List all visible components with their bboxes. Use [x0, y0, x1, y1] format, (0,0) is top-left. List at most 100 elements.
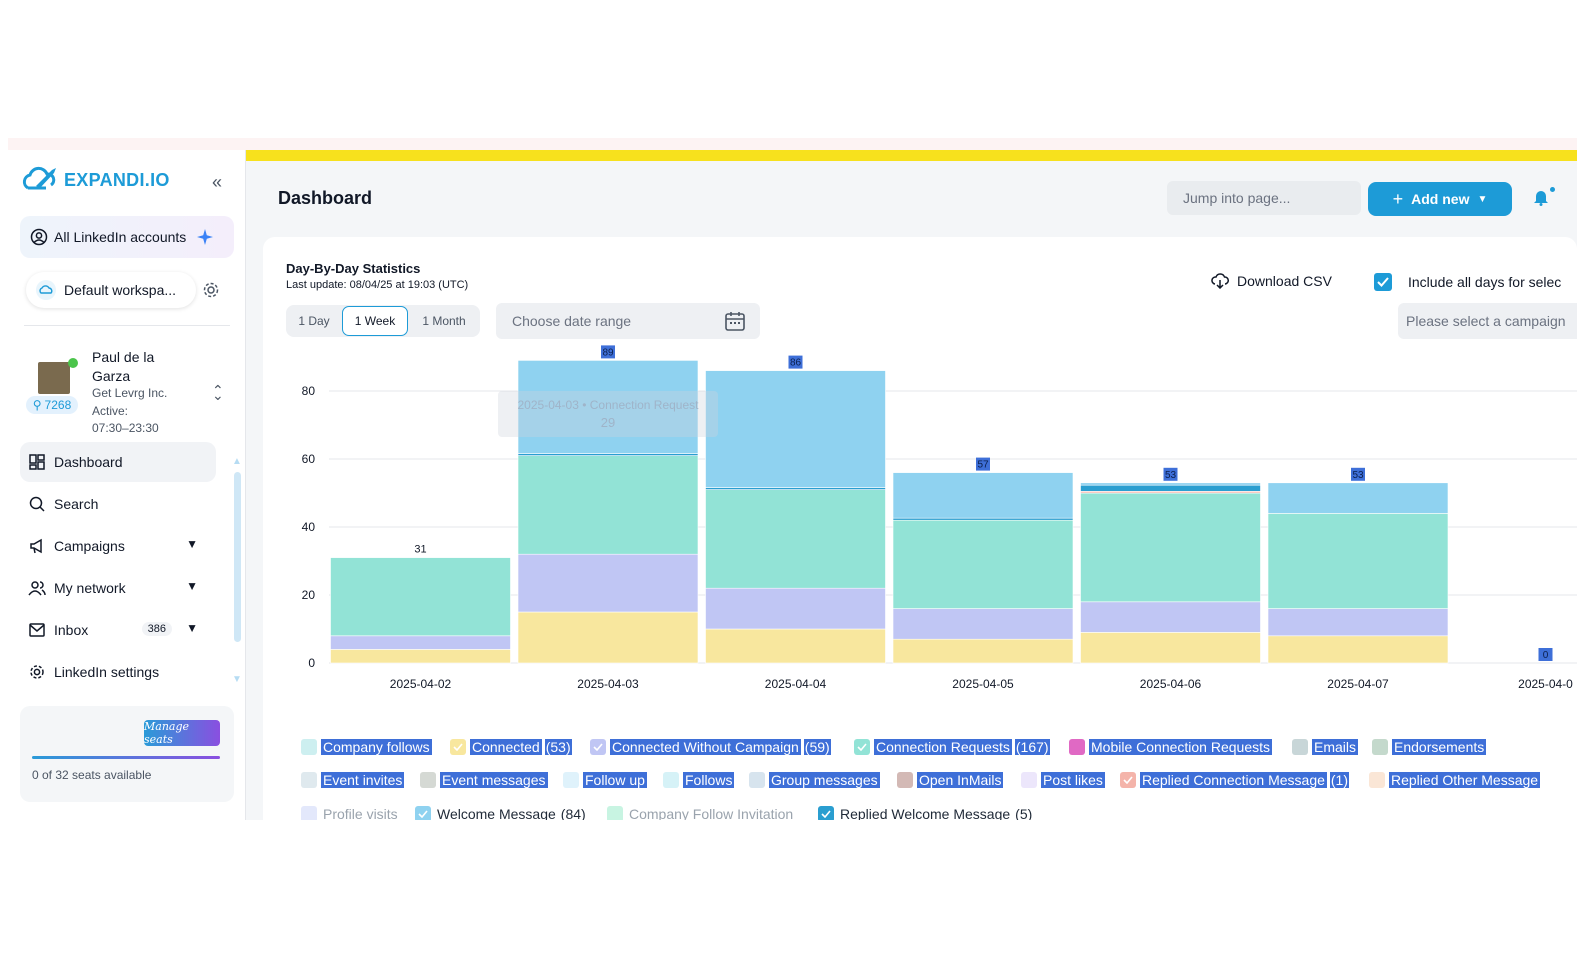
chevron-down-icon[interactable]: ▼: [186, 621, 198, 635]
legend-item[interactable]: Event messages: [420, 770, 548, 790]
chart-tooltip: [498, 391, 718, 437]
legend-item[interactable]: Welcome Message (84): [415, 804, 586, 820]
legend-item[interactable]: Connected (53): [450, 737, 572, 757]
followers-badge: ⚲ 7268: [26, 396, 78, 414]
x-tick-label: 2025-04-0: [1518, 677, 1573, 691]
legend-swatch[interactable]: [1069, 739, 1085, 755]
include-all-days-toggle[interactable]: Include all days for selec: [1374, 273, 1561, 291]
cloud-download-icon: [1211, 273, 1229, 289]
legend-swatch[interactable]: [301, 806, 317, 820]
workspace-settings-icon[interactable]: [202, 281, 220, 304]
legend-swatch[interactable]: [301, 739, 317, 755]
profile-name: Paul de la Garza: [92, 349, 155, 384]
checkbox-checked-icon[interactable]: [415, 806, 431, 820]
x-tick-label: 2025-04-06: [1140, 677, 1202, 691]
bar-segment: [705, 487, 886, 490]
bar-total-highlight: [788, 355, 803, 369]
nav-my-network[interactable]: My network ▼: [20, 568, 216, 608]
legend-item[interactable]: Company follows: [301, 737, 432, 757]
bar-segment: [892, 608, 1074, 640]
sidebar-scrollbar[interactable]: ▲ ▼: [232, 456, 242, 688]
bar-segment: [705, 628, 886, 664]
legend-item[interactable]: Replied Connection Message (1): [1120, 770, 1350, 790]
legend-item[interactable]: Replied Other Message: [1369, 770, 1541, 790]
date-range-picker[interactable]: Choose date range: [496, 303, 760, 339]
bar-total-label: 57: [977, 460, 989, 471]
legend-label: Event invites: [321, 772, 405, 788]
chevron-down-icon[interactable]: ▼: [186, 537, 198, 551]
legend-item[interactable]: Company Follow Invitation: [607, 804, 795, 820]
legend-item[interactable]: Group messages: [749, 770, 880, 790]
legend-count: (5): [1015, 806, 1033, 820]
calendar-icon[interactable]: [724, 310, 746, 335]
checkbox-checked-icon[interactable]: [1374, 273, 1392, 291]
legend-item[interactable]: Follows: [663, 770, 735, 790]
legend-swatch[interactable]: [1021, 772, 1037, 788]
include-all-days-label: Include all days for selec: [1408, 274, 1562, 290]
bell-icon[interactable]: [1533, 188, 1549, 211]
tab-1-week[interactable]: 1 Week: [342, 306, 408, 336]
tab-1-month[interactable]: 1 Month: [422, 314, 466, 328]
mail-icon: [20, 623, 54, 637]
scrollbar-thumb[interactable]: [234, 472, 241, 642]
all-accounts-button[interactable]: All LinkedIn accounts: [20, 216, 234, 258]
checkbox-checked-icon[interactable]: [1120, 772, 1136, 788]
bar-total-label: 53: [1352, 470, 1364, 481]
switch-account-chevron-icon[interactable]: ⌃ ⌄: [212, 382, 224, 403]
legend-swatch[interactable]: [563, 772, 579, 788]
bar-segment: [517, 553, 699, 613]
legend-swatch[interactable]: [607, 806, 623, 820]
legend-item[interactable]: Endorsements: [1372, 737, 1487, 757]
checkbox-checked-icon[interactable]: [590, 739, 606, 755]
legend-item[interactable]: Connection Requests (167): [854, 737, 1050, 757]
legend-swatch[interactable]: [749, 772, 765, 788]
nav-label: My network: [54, 580, 126, 596]
legend-swatch[interactable]: [301, 772, 317, 788]
legend-swatch[interactable]: [1292, 739, 1308, 755]
legend-swatch[interactable]: [420, 772, 436, 788]
legend-item[interactable]: Post likes: [1021, 770, 1105, 790]
checkbox-checked-icon[interactable]: [450, 739, 466, 755]
add-new-button[interactable]: + Add new ▼: [1368, 182, 1512, 216]
bar-segment: [705, 587, 886, 630]
legend-item[interactable]: Mobile Connection Requests: [1069, 737, 1272, 757]
nav-dashboard[interactable]: Dashboard: [20, 442, 216, 482]
nav-linkedin-settings[interactable]: LinkedIn settings: [20, 652, 216, 692]
legend-item[interactable]: Event invites: [301, 770, 405, 790]
legend-item[interactable]: Emails: [1292, 737, 1359, 757]
manage-seats-button[interactable]: Manage seats: [144, 720, 220, 746]
logo[interactable]: EXPANDI.IO: [22, 166, 170, 194]
campaign-select[interactable]: Please select a campaign: [1398, 303, 1577, 339]
sidebar-border: [245, 150, 246, 820]
profile-card[interactable]: ⚲ 7268 Paul de la Garza Get Levrg Inc. A…: [24, 348, 234, 438]
chevron-down-icon[interactable]: ▼: [186, 579, 198, 593]
legend-item[interactable]: Profile visits: [301, 804, 400, 820]
legend-swatch[interactable]: [663, 772, 679, 788]
scroll-up-icon[interactable]: ▲: [232, 456, 242, 467]
bar-segment: [1267, 482, 1449, 514]
nav-inbox[interactable]: Inbox 386 ▼: [20, 610, 216, 650]
legend-swatch[interactable]: [1372, 739, 1388, 755]
app-window: EXPANDI.IO « All LinkedIn accounts Defau…: [8, 138, 1577, 820]
legend-item[interactable]: Open InMails: [897, 770, 1004, 790]
legend-swatch[interactable]: [897, 772, 913, 788]
checkbox-checked-icon[interactable]: [818, 806, 834, 820]
y-tick-label: 80: [302, 384, 316, 398]
tab-1-day[interactable]: 1 Day: [298, 314, 330, 328]
announcement-bar[interactable]: [246, 150, 1577, 161]
gear-icon: [20, 664, 54, 680]
legend-item[interactable]: Replied Welcome Message (5): [818, 804, 1032, 820]
legend-swatch[interactable]: [1369, 772, 1385, 788]
jump-into-page-input[interactable]: Jump into page...: [1167, 181, 1361, 215]
workspace-selector[interactable]: Default workspa...: [26, 272, 196, 308]
legend-item[interactable]: Connected Without Campaign (59): [590, 737, 831, 757]
nav-campaigns[interactable]: Campaigns ▼: [20, 526, 216, 566]
bar-segment: [1267, 608, 1449, 637]
scroll-down-icon[interactable]: ▼: [232, 674, 242, 685]
legend-item[interactable]: Follow up: [563, 770, 647, 790]
collapse-sidebar-icon[interactable]: «: [212, 172, 223, 192]
checkbox-checked-icon[interactable]: [854, 739, 870, 755]
nav-search[interactable]: Search: [20, 484, 216, 524]
bar-total-label: 31: [414, 544, 426, 556]
download-csv-button[interactable]: Download CSV: [1211, 273, 1332, 289]
